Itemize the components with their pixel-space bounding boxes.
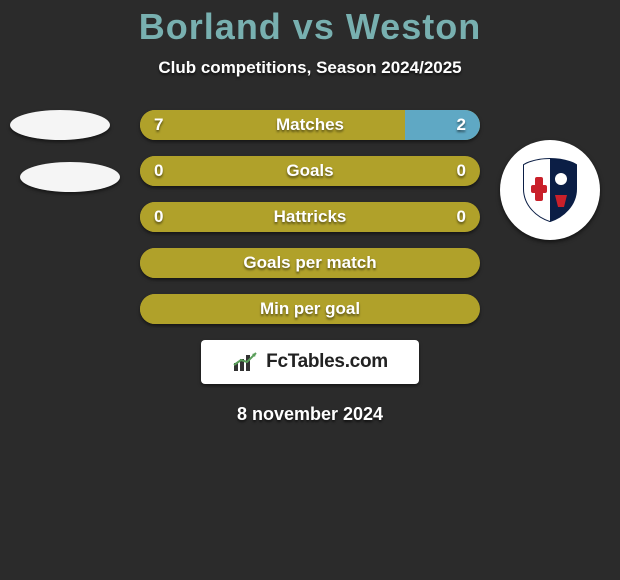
stat-bar: Hattricks0 0 [140,202,480,232]
stat-bar: Matches7 2 [140,110,480,140]
subtitle: Club competitions, Season 2024/2025 [0,58,620,78]
stat-value-left: 0 [154,156,163,186]
stat-value-right: 0 [457,156,466,186]
stat-row: Goals0 0 [140,156,480,186]
player-left-shape-2 [20,162,120,192]
stat-row: Goals per match [140,248,480,278]
stat-label: Goals [140,156,480,186]
date-text: 8 november 2024 [0,404,620,425]
stat-bar: Min per goal [140,294,480,324]
stat-label: Min per goal [140,294,480,324]
stat-bar: Goals0 0 [140,156,480,186]
stat-label: Matches [140,110,480,140]
stat-row: Hattricks0 0 [140,202,480,232]
crest-icon [515,155,585,225]
club-crest-right [500,140,600,240]
stat-label: Goals per match [140,248,480,278]
stat-value-right: 2 [457,110,466,140]
stat-value-left: 0 [154,202,163,232]
page-title: Borland vs Weston [0,0,620,48]
branding-badge[interactable]: FcTables.com [201,340,419,384]
stat-value-left: 7 [154,110,163,140]
stat-label: Hattricks [140,202,480,232]
stats-block: Matches72Goals00Hattricks00Goals per mat… [0,110,620,324]
chart-icon [232,351,260,373]
stat-bar: Goals per match [140,248,480,278]
stat-row: Matches7 2 [140,110,480,140]
player-left-shape-1 [10,110,110,140]
stat-value-right: 0 [457,202,466,232]
stat-row: Min per goal [140,294,480,324]
branding-text: FcTables.com [266,351,388,373]
